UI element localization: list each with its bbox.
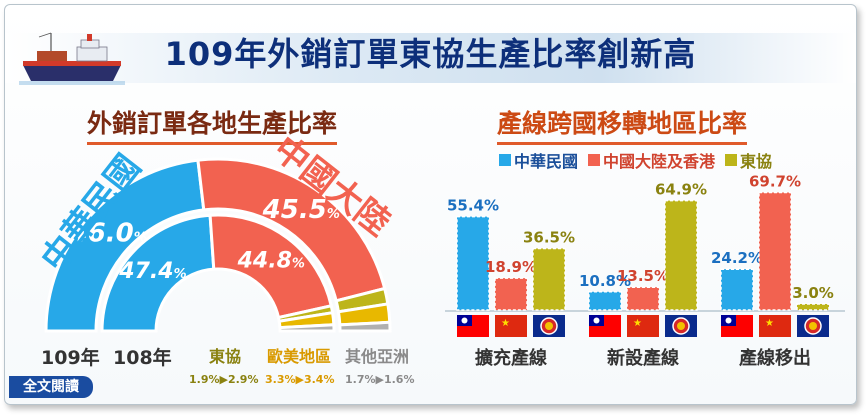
category-label-0: 擴充產線 bbox=[475, 347, 547, 369]
asean-change: 1.9%▶2.9% bbox=[189, 373, 259, 386]
donut-label-1-ring-1: 44.8% bbox=[237, 249, 305, 274]
flag-tile-0-1 bbox=[495, 315, 527, 337]
west-label: 歐美地區 bbox=[267, 347, 332, 366]
asean-label: 東協 bbox=[209, 347, 242, 366]
bar-label-2-0: 24.2% bbox=[711, 249, 763, 267]
donut-segment-0-ring-1 bbox=[100, 213, 216, 333]
bar-label-2-1: 69.7% bbox=[749, 173, 801, 191]
legend-swatch-taiwan bbox=[499, 154, 511, 166]
bar-0-0 bbox=[456, 215, 490, 311]
legend-item-asean: 東協 bbox=[725, 148, 772, 172]
flag-tile-2-1 bbox=[759, 315, 791, 337]
category-label-1: 新設產線 bbox=[607, 347, 679, 369]
category-label-2: 產線移出 bbox=[739, 347, 811, 369]
taiwan-flag-sun-icon bbox=[725, 317, 732, 324]
legend-label-asean: 東協 bbox=[740, 152, 773, 171]
donut-segment-4-ring-0 bbox=[338, 320, 392, 333]
china-flag-star-icon: ★ bbox=[765, 318, 774, 329]
bar-label-0-1: 18.9% bbox=[485, 258, 537, 276]
bar-label-0-2: 36.5% bbox=[523, 228, 575, 246]
bar-0-2 bbox=[532, 247, 566, 311]
infographic-frame: 109年外銷訂單東協生產比率創新高 外銷訂單各地生產比率 產線跨國移轉地區比率 … bbox=[4, 4, 857, 405]
bar-label-1-2: 64.9% bbox=[655, 181, 707, 199]
bar-chart: 55.4% 18.9% ★ 36.5% 擴充產線 10.8%13.5% ★ 64.9% 新設產線… bbox=[445, 173, 845, 369]
page-title: 109年外銷訂單東協生產比率創新高 bbox=[164, 35, 697, 73]
china-flag-star-icon: ★ bbox=[633, 318, 642, 329]
bar-2-0 bbox=[720, 268, 754, 311]
year-label-108: 108年 bbox=[113, 347, 172, 369]
donut-chart: 46.0%45.5%47.4%44.8%中華民國 中國大陸 bbox=[34, 129, 398, 333]
bar-label-0-0: 55.4% bbox=[447, 197, 499, 215]
legend-label-china: 中國大陸及香港 bbox=[603, 152, 716, 171]
bar-0-1 bbox=[494, 277, 528, 311]
bar-legend: 中華民國 中國大陸及香港 東協 bbox=[499, 148, 772, 172]
asean-emblem-center-icon bbox=[545, 322, 553, 330]
legend-swatch-asean bbox=[725, 154, 738, 166]
china-flag-star-icon: ★ bbox=[501, 318, 510, 329]
taiwan-flag-sun-icon bbox=[593, 317, 600, 324]
donut-label-0-ring-1: 47.4% bbox=[118, 259, 186, 284]
bar-2-1 bbox=[758, 191, 792, 311]
donut-subtitle: 外銷訂單各地生產比率 bbox=[87, 104, 338, 145]
bar-1-2 bbox=[664, 199, 698, 311]
legend-label-taiwan: 中華民國 bbox=[514, 152, 579, 171]
bar-1-0 bbox=[588, 291, 622, 311]
asean-emblem-center-icon bbox=[809, 322, 817, 330]
bar-label-2-2: 3.0% bbox=[792, 284, 834, 302]
bar-2-2 bbox=[796, 303, 830, 311]
bar-1-1 bbox=[626, 286, 660, 311]
legend-item-china: 中國大陸及香港 bbox=[588, 148, 715, 172]
legend-swatch-china bbox=[588, 154, 601, 166]
bar-subtitle: 產線跨國移轉地區比率 bbox=[497, 104, 748, 145]
donut-segment-4-ring-1 bbox=[278, 323, 336, 333]
flag-tile-1-1 bbox=[627, 315, 659, 337]
other-asia-label: 其他亞洲 bbox=[345, 347, 410, 366]
legend-item-taiwan: 中華民國 bbox=[499, 148, 578, 172]
donut-segment-1-ring-1 bbox=[208, 213, 334, 320]
asean-emblem-center-icon bbox=[677, 322, 685, 330]
cargo-ship-icon bbox=[19, 32, 125, 85]
year-label-109: 109年 bbox=[41, 347, 100, 369]
read-full-button[interactable]: 全文閱讀 bbox=[9, 376, 93, 398]
taiwan-flag-sun-icon bbox=[461, 317, 468, 324]
other-asia-change: 1.7%▶1.6% bbox=[345, 373, 415, 386]
bar-label-1-0: 10.8% bbox=[579, 272, 631, 290]
bar-label-1-1: 13.5% bbox=[617, 267, 669, 285]
donut-label-1-ring-0: 45.5% bbox=[262, 195, 340, 225]
west-change: 3.3%▶3.4% bbox=[265, 373, 335, 386]
title-band bbox=[5, 33, 856, 83]
